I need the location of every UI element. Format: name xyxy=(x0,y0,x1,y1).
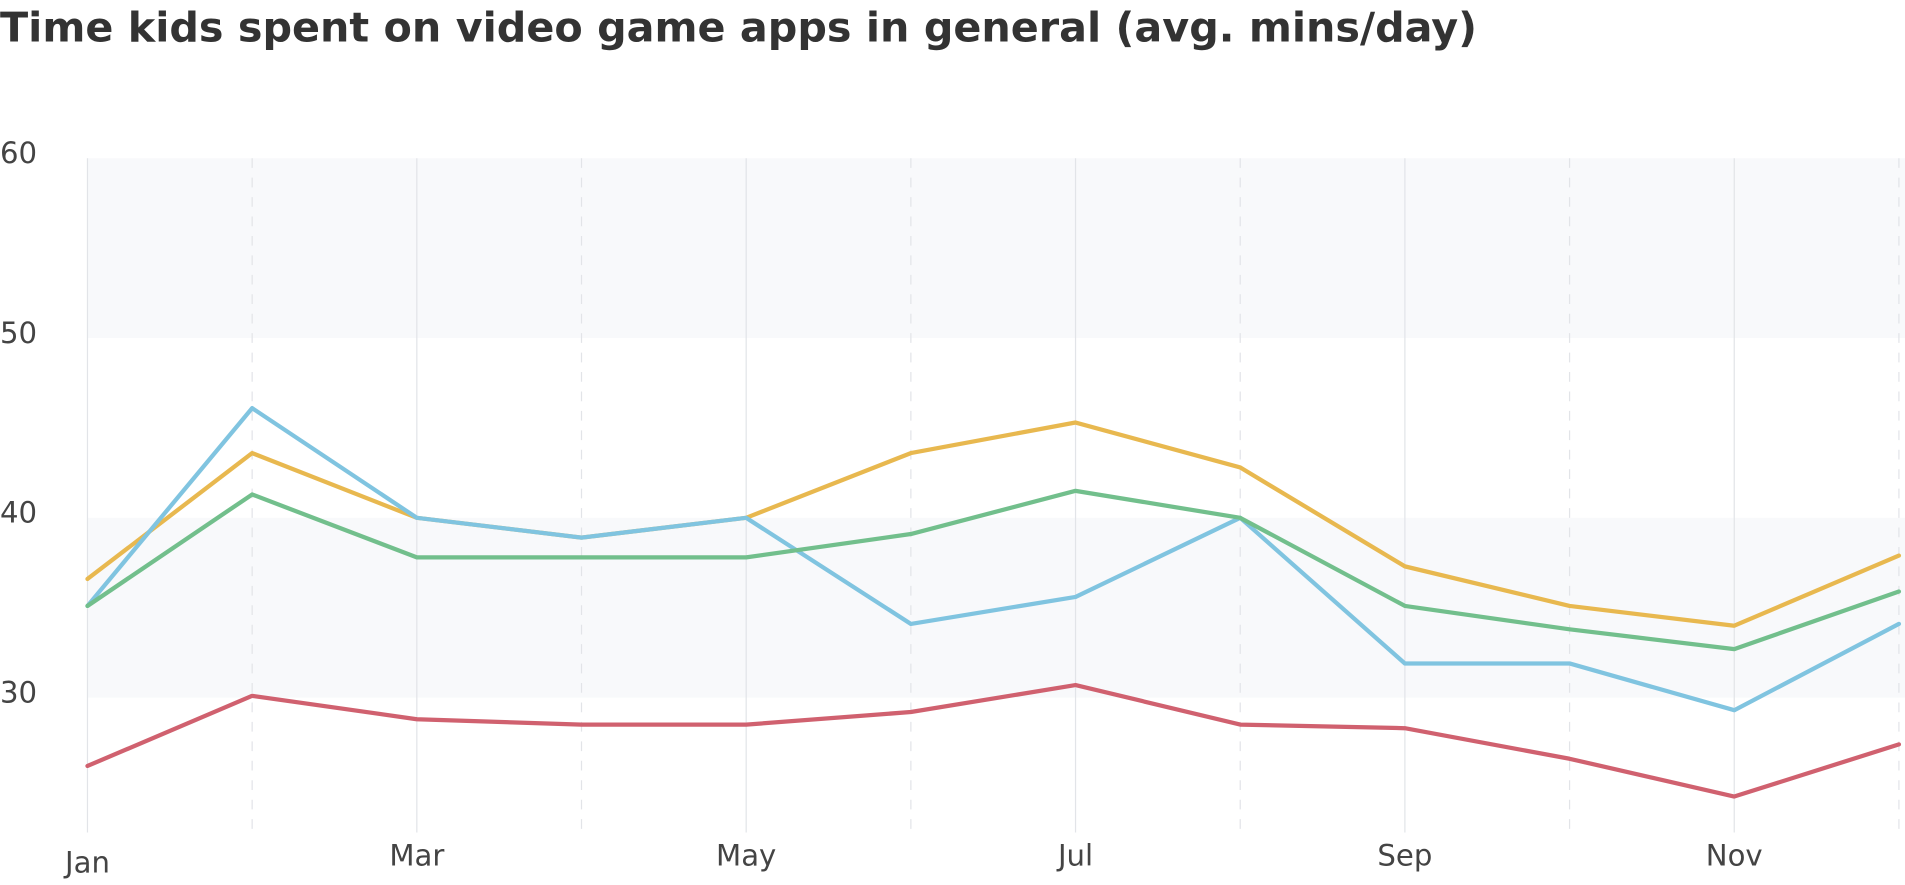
data-point-green xyxy=(1897,589,1901,594)
x-tick-label: Jul xyxy=(1056,838,1093,872)
chart-title: Time kids spent on video game apps in ge… xyxy=(0,4,1477,52)
x-tick-label: May xyxy=(716,838,776,872)
data-point-red xyxy=(1073,683,1078,687)
data-point-yellow xyxy=(909,451,913,455)
data-point-blue xyxy=(1403,661,1407,666)
data-point-red xyxy=(1732,794,1737,799)
y-tick-label: 40 xyxy=(0,496,37,530)
data-point-green xyxy=(250,492,254,497)
data-point-yellow xyxy=(85,577,90,581)
data-point-blue xyxy=(909,622,913,626)
data-point-green xyxy=(1732,647,1737,651)
data-point-yellow xyxy=(1238,465,1243,470)
data-point-red xyxy=(85,764,90,768)
data-point-yellow xyxy=(1073,420,1078,425)
data-point-blue xyxy=(744,516,749,520)
data-point-yellow xyxy=(1403,564,1407,569)
x-tick-label: Jan xyxy=(63,846,110,880)
data-point-yellow xyxy=(250,451,254,455)
data-point-red xyxy=(909,710,913,714)
data-point-red xyxy=(250,694,254,698)
series-line-blue xyxy=(85,406,1902,713)
y-tick-label: 60 xyxy=(0,136,37,170)
data-point-yellow xyxy=(1732,623,1737,628)
data-point-green xyxy=(1238,516,1243,520)
data-point-red xyxy=(1403,726,1407,731)
data-point-green xyxy=(579,555,584,560)
grid-band xyxy=(87,517,1905,698)
data-point-red xyxy=(415,717,419,722)
series-line-yellow xyxy=(85,420,1902,628)
data-point-green xyxy=(85,604,90,608)
data-point-green xyxy=(744,555,749,560)
series-line-green xyxy=(85,488,1902,652)
data-point-blue xyxy=(1732,708,1737,713)
grid-band xyxy=(87,158,1905,339)
data-point-green xyxy=(1073,489,1078,493)
data-point-blue xyxy=(250,406,254,410)
data-point-blue xyxy=(415,516,419,520)
data-point-blue xyxy=(1567,661,1572,666)
y-tick-label: 50 xyxy=(0,316,37,350)
data-point-yellow xyxy=(1897,553,1901,558)
x-tick-label: Sep xyxy=(1377,838,1432,872)
data-point-yellow xyxy=(1567,604,1572,608)
x-tick-label: Nov xyxy=(1706,838,1763,872)
data-point-green xyxy=(415,555,419,560)
data-point-red xyxy=(744,722,749,727)
data-point-red xyxy=(1897,742,1901,747)
x-tick-label: Mar xyxy=(389,838,444,872)
data-point-green xyxy=(1403,604,1407,608)
data-point-red xyxy=(1238,722,1243,727)
data-point-blue xyxy=(1073,595,1078,599)
series-line-red xyxy=(85,682,1902,799)
data-point-blue xyxy=(1897,622,1901,626)
data-point-green xyxy=(1567,627,1572,632)
data-point-blue xyxy=(579,535,584,540)
data-point-red xyxy=(579,722,584,727)
data-point-red xyxy=(1567,756,1572,761)
y-tick-label: 30 xyxy=(0,675,37,709)
data-point-green xyxy=(909,532,913,536)
